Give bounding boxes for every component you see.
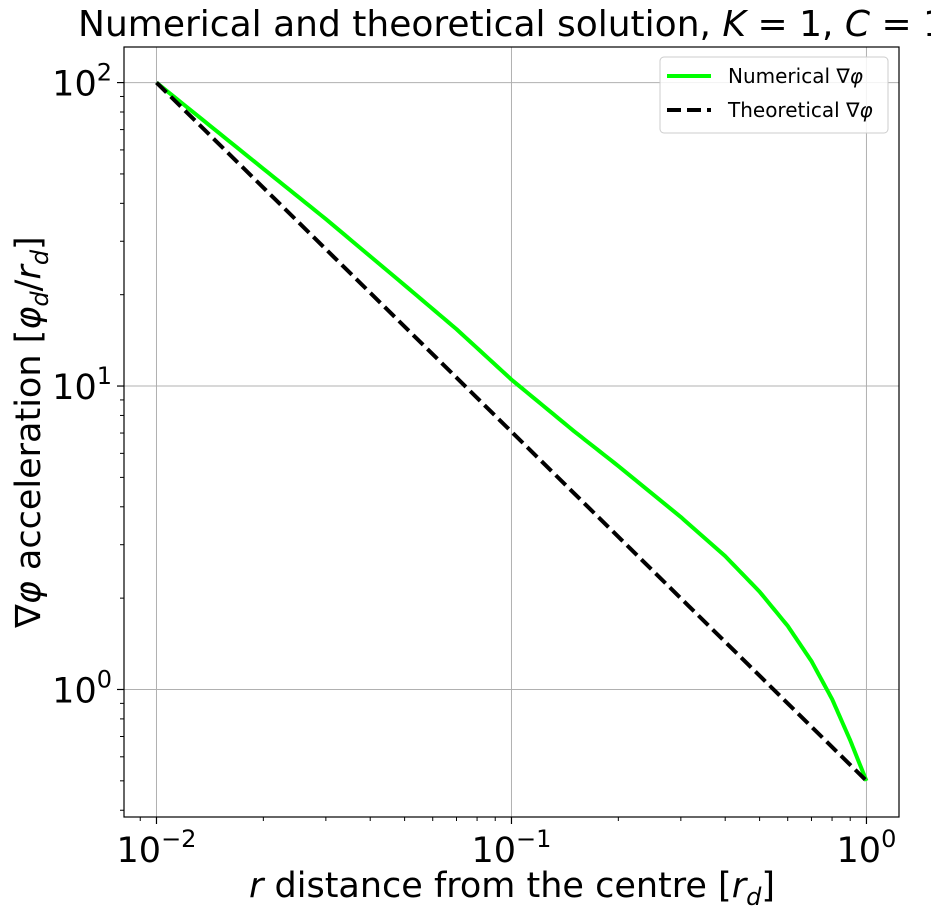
- minor-ticks: [120, 95, 851, 821]
- legend-label-theoretical: Theoretical ∇φ: [727, 98, 873, 122]
- x-tick-labels: 10−2 10−1 100: [117, 825, 897, 871]
- legend-label-numerical: Numerical ∇φ: [728, 64, 863, 88]
- theoretical-series-line: [155, 81, 868, 783]
- chart-title: Numerical and theoretical solution, K = …: [78, 4, 931, 45]
- y-tick-label: 100: [52, 665, 112, 711]
- y-axis-label: ∇φ acceleration [φd/rd]: [9, 236, 54, 628]
- y-tick-label: 101: [52, 362, 112, 408]
- numerical-series-line: [155, 81, 869, 782]
- y-tick-label: 102: [52, 59, 112, 105]
- legend: Numerical ∇φ Theoretical ∇φ: [659, 56, 889, 134]
- major-ticks: [117, 81, 868, 824]
- x-axis-label: r distance from the centre [rd]: [249, 866, 775, 911]
- grid: [124, 47, 899, 817]
- x-tick-label: 100: [837, 825, 897, 871]
- legend-box: [659, 56, 889, 134]
- x-tick-label: 10−2: [117, 825, 197, 871]
- plot-frame: [123, 46, 900, 818]
- series-layer: [155, 81, 869, 783]
- x-tick-label: 10−1: [472, 825, 552, 871]
- y-tick-labels: 100 101 102: [52, 59, 112, 712]
